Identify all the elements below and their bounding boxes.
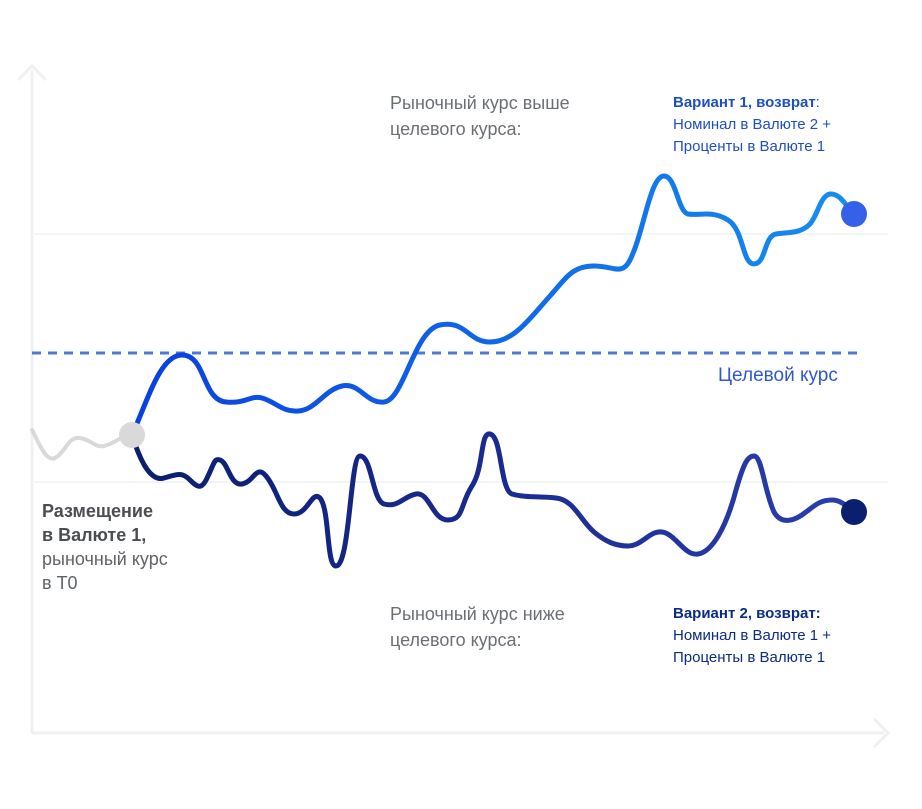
lower-end-dot [841, 499, 867, 525]
target-rate-label: Целевой курс [718, 365, 838, 386]
variant1-heading-suffix: : [815, 94, 820, 111]
variant2-line2: Проценты в Валюте 1 [673, 649, 826, 666]
below-target-line2: целевого курса: [390, 630, 522, 650]
above-target-line2: целевого курса: [390, 119, 522, 139]
variant2-line1: Номинал в Валюте 1 + [673, 627, 832, 644]
below-target-line1: Рыночный курс ниже [390, 604, 565, 624]
variant2-heading: Вариант 2, возврат: [673, 605, 821, 622]
placement-bold-1: Размещение [42, 501, 153, 521]
variant1-note: Вариант 1, возврат: Номинал в Валюте 2 +… [673, 92, 831, 158]
placement-bold-2: в Валюте 1, [42, 525, 147, 545]
upper-rate-path [129, 173, 857, 438]
variant2-note: Вариант 2, возврат: Номинал в Валюте 1 +… [673, 603, 831, 669]
placement-line4: в Т0 [42, 573, 78, 593]
y-axis-arrow [16, 63, 48, 82]
lower-rate-path [129, 431, 857, 569]
history-path [30, 428, 134, 461]
placement-caption: Размещение в Валюте 1, рыночный курс в Т… [42, 499, 168, 595]
upper-end-dot [841, 201, 867, 227]
variant1-heading: Вариант 1, возврат [673, 94, 816, 111]
below-target-caption: Рыночный курс ниже целевого курса: [390, 601, 565, 653]
x-axis-arrow [872, 717, 891, 749]
above-target-line1: Рыночный курс выше [390, 93, 570, 113]
variant1-line2: Проценты в Валюте 1 [673, 138, 826, 155]
placement-line3: рыночный курс [42, 549, 168, 569]
above-target-caption: Рыночный курс выше целевого курса: [390, 90, 570, 142]
start-dot [119, 422, 145, 448]
variant1-line1: Номинал в Валюте 2 + [673, 116, 832, 133]
